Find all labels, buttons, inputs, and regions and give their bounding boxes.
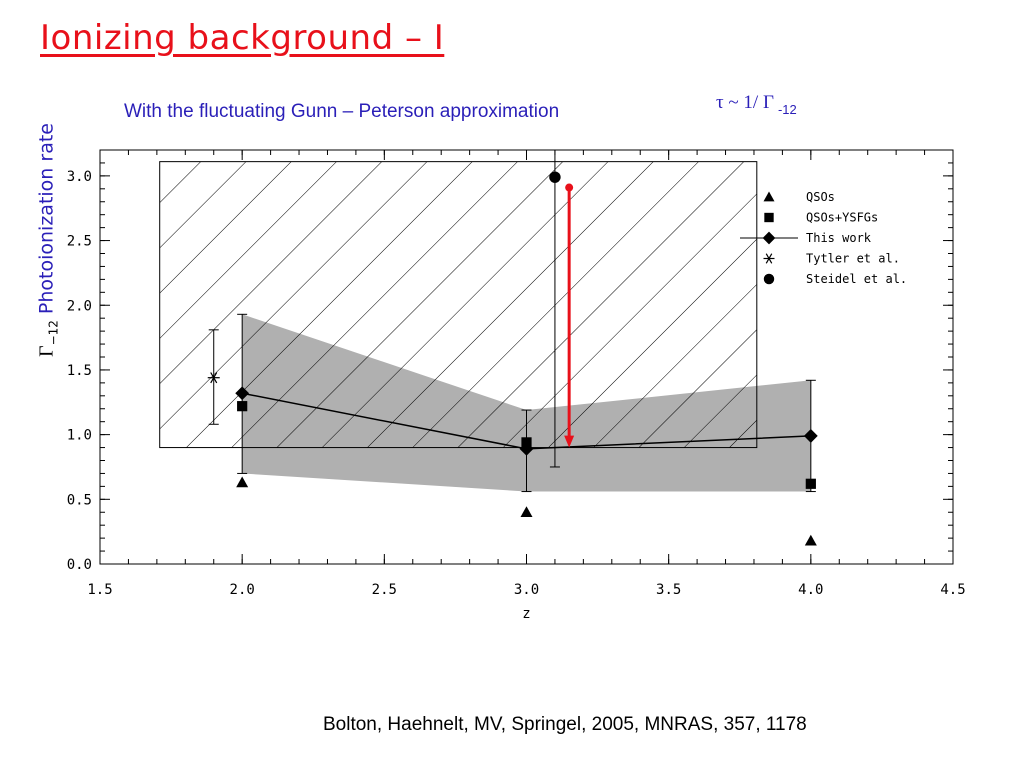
slide-title: Ionizing background – I	[40, 18, 445, 58]
this-work-point	[803, 429, 818, 443]
x-tick-label: 2.5	[372, 582, 397, 598]
tau-relation-subscript: -12	[777, 102, 797, 117]
this-work-point	[235, 386, 250, 401]
x-tick-label: 4.5	[940, 582, 965, 598]
x-tick-label: 4.0	[798, 582, 823, 598]
legend-label-steidel-et-al: Steidel et al.	[806, 272, 907, 286]
y-tick-label: 1.0	[67, 428, 92, 444]
tau-relation: τ ~ 1/ Γ -12	[716, 92, 797, 117]
y-tick-label: 0.5	[67, 492, 92, 508]
x-tick-label: 3.0	[514, 582, 539, 598]
hatched-region-border	[159, 161, 758, 449]
tytler-et-al-point	[207, 372, 220, 384]
y-tick-label: 3.0	[67, 169, 92, 185]
red-arrow-start	[565, 183, 574, 192]
qsos-point	[520, 506, 533, 518]
x-tick-label: 2.0	[230, 582, 255, 598]
hatched-region	[159, 161, 757, 448]
asterisk-stroke	[210, 372, 218, 384]
legend-label-qsos-ysfgs: QSOs+YSFGs	[806, 211, 878, 225]
x-axis-label: z	[522, 606, 530, 622]
y-tick-label: 2.0	[67, 298, 92, 314]
y-tick-label: 1.5	[67, 363, 92, 379]
x-tick-label: 3.5	[656, 582, 681, 598]
legend-label-qsos: QSOs	[806, 190, 835, 204]
y-tick-label: 0.0	[67, 557, 92, 573]
qsos-point	[236, 476, 249, 488]
legend-marker-qsos-ysfgs	[764, 212, 774, 223]
chart-subtitle: With the fluctuating Gunn – Peterson app…	[124, 101, 560, 122]
legend-marker-tytler-et-al	[763, 253, 775, 264]
x-tick-label: 1.5	[87, 582, 112, 598]
citation: Bolton, Haehnelt, MV, Springel, 2005, MN…	[323, 714, 807, 735]
tau-relation-text: τ ~ 1/ Γ	[716, 92, 774, 113]
legend-marker-this-work	[762, 231, 776, 245]
y-tick-label: 2.5	[67, 234, 92, 250]
legend-marker-steidel-et-al	[763, 273, 775, 285]
this-work-point	[519, 441, 534, 456]
legend-label-this-work: This work	[806, 231, 872, 245]
legend-label-tytler-et-al: Tytler et al.	[806, 252, 900, 266]
legend-marker-qsos	[763, 191, 775, 202]
red-arrow-head	[564, 435, 575, 448]
qsos-point	[804, 534, 817, 546]
asterisk-stroke	[765, 253, 773, 264]
steidel-et-al-point	[549, 171, 561, 183]
